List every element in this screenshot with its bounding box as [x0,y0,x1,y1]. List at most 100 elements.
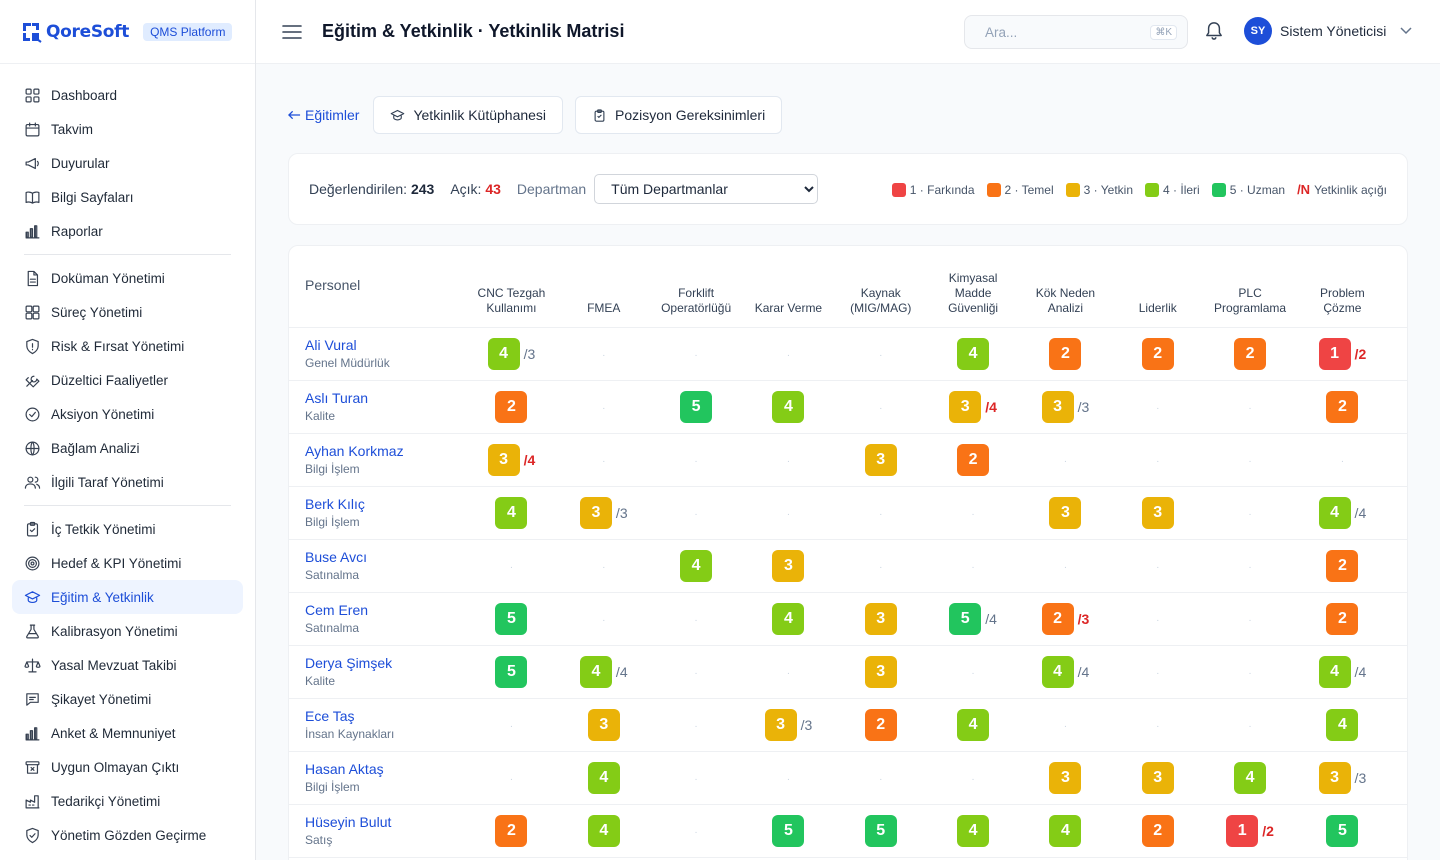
level-badge[interactable]: 4 [1234,761,1267,794]
matrix-cell-empty[interactable]: · [1111,592,1204,646]
person-name-link[interactable]: Aslı Turan [305,390,369,406]
level-badge[interactable]: 2 [957,443,990,476]
level-badge[interactable]: 3 [864,443,897,476]
matrix-cell-empty[interactable]: · [557,380,650,434]
competency-column-header[interactable]: CNC Tezgah Kullanımı [465,246,558,328]
matrix-cell-empty[interactable]: · [1019,539,1112,593]
person-name-link[interactable]: Ayhan Korkmaz [305,443,404,459]
level-badge[interactable]: 3 [1041,390,1074,423]
matrix-cell-empty[interactable]: · [1111,698,1204,752]
bell-icon[interactable] [1205,21,1223,41]
sidebar-item-yönetim-gözden-geçirme[interactable]: Yönetim Gözden Geçirme [12,818,243,852]
sidebar-item-düzeltici-faaliyetler[interactable]: Düzeltici Faaliyetler [12,363,243,397]
competency-column-header[interactable]: Karar Verme [742,246,835,328]
sidebar-item-i-lgili-taraf-yönetimi[interactable]: İlgili Taraf Yönetimi [12,465,243,499]
person-name-link[interactable]: Hasan Aktaş [305,761,384,777]
level-badge[interactable]: 4 [957,814,990,847]
matrix-cell-empty[interactable]: · [834,380,927,434]
level-badge[interactable]: 4 [772,390,805,423]
search-input[interactable] [985,24,1135,40]
position-requirements-button[interactable]: Pozisyon Gereksinimleri [575,96,783,134]
matrix-cell-empty[interactable]: · [649,327,743,381]
competency-column-header[interactable]: ProjeYönetimi [1388,246,1407,328]
sidebar-item-tedarikçi-yönetimi[interactable]: Tedarikçi Yönetimi [12,784,243,818]
level-badge[interactable]: 5 [864,814,897,847]
sidebar-item-yasal-mevzuat-takibi[interactable]: Yasal Mevzuat Takibi [12,648,243,682]
matrix-cell-empty[interactable]: · [834,751,927,805]
level-badge[interactable]: 4 [495,496,528,529]
brand-logo[interactable]: QoreSoft [20,21,129,43]
level-badge[interactable]: 3 [579,496,612,529]
level-badge[interactable]: 2 [495,814,528,847]
competency-column-header[interactable]: Forklift Operatörlüğü [649,246,743,328]
level-badge[interactable]: 5 [495,602,528,635]
matrix-cell-empty[interactable]: · [1111,539,1204,593]
matrix-cell-empty[interactable]: · [1296,433,1389,487]
level-badge[interactable]: 4 [487,337,520,370]
matrix-cell-empty[interactable]: · [926,539,1020,593]
matrix-cell-empty[interactable]: · [834,539,927,593]
level-badge[interactable]: 5 [772,814,805,847]
level-badge[interactable]: 5 [495,655,528,688]
matrix-cell-empty[interactable]: · [1111,433,1204,487]
level-badge[interactable]: 3 [587,708,620,741]
matrix-cell-empty[interactable]: · [1203,433,1297,487]
matrix-cell-empty[interactable]: · [742,486,835,540]
matrix-cell-empty[interactable]: · [742,327,835,381]
sidebar-item-eğitim-yetkinlik[interactable]: Eğitim & Yetkinlik [12,580,243,614]
level-badge[interactable]: 4 [1326,708,1359,741]
matrix-cell-empty[interactable]: · [649,433,743,487]
level-badge[interactable]: 3 [864,655,897,688]
level-badge[interactable]: 4 [579,655,612,688]
matrix-cell-empty[interactable]: · [1203,539,1297,593]
sidebar-item-risk-fırsat-yönetimi[interactable]: Risk & Fırsat Yönetimi [12,329,243,363]
level-badge[interactable]: 3 [1049,496,1082,529]
sidebar-item-duyurular[interactable]: Duyurular [12,146,243,180]
competency-column-header[interactable]: Liderlik [1111,246,1204,328]
level-badge[interactable]: 4 [957,337,990,370]
level-badge[interactable]: 2 [1234,337,1267,370]
sidebar-item-takvim[interactable]: Takvim [12,112,243,146]
competency-column-header[interactable]: Problem Çözme [1296,246,1389,328]
sidebar-item-kalibrasyon-yönetimi[interactable]: Kalibrasyon Yönetimi [12,614,243,648]
matrix-cell-empty[interactable]: · [465,539,558,593]
matrix-cell-empty[interactable]: · [926,486,1020,540]
level-badge[interactable]: 5 [680,390,713,423]
matrix-cell-empty[interactable]: · [1388,592,1407,646]
matrix-cell-empty[interactable]: · [742,645,835,699]
sidebar-item-hedef-kpi-yönetimi[interactable]: Hedef & KPI Yönetimi [12,546,243,580]
matrix-cell-empty[interactable]: · [834,486,927,540]
matrix-cell-empty[interactable]: · [1111,380,1204,434]
level-badge[interactable]: 2 [1326,602,1359,635]
matrix-cell-empty[interactable]: · [465,751,558,805]
menu-icon[interactable] [282,24,302,39]
back-to-trainings-link[interactable]: Eğitimler [288,107,359,123]
level-badge[interactable]: 2 [1326,390,1359,423]
search-box[interactable]: ⌘K [964,15,1188,49]
person-name-link[interactable]: Berk Kılıç [305,496,365,512]
sidebar-item-dashboard[interactable]: Dashboard [12,78,243,112]
sidebar-item-bağlam-analizi[interactable]: Bağlam Analizi [12,431,243,465]
level-badge[interactable]: 2 [864,708,897,741]
level-badge[interactable]: 2 [495,390,528,423]
level-badge[interactable]: 4 [1049,814,1082,847]
level-badge[interactable]: 3 [487,443,520,476]
level-badge[interactable]: 2 [1141,814,1174,847]
person-name-link[interactable]: Buse Avcı [305,549,368,565]
matrix-cell-empty[interactable]: · [834,327,927,381]
sidebar-item-aksiyon-yönetimi[interactable]: Aksiyon Yönetimi [12,397,243,431]
matrix-cell-empty[interactable]: · [649,645,743,699]
level-badge[interactable]: 4 [587,761,620,794]
matrix-cell-empty[interactable]: · [1388,380,1407,434]
sidebar-item-şikayet-yönetimi[interactable]: Şikayet Yönetimi [12,682,243,716]
level-badge[interactable]: 4 [587,814,620,847]
level-badge[interactable]: 3 [1049,761,1082,794]
level-badge[interactable]: 3 [1318,761,1351,794]
sidebar-item-doküman-yönetimi[interactable]: Doküman Yönetimi [12,261,243,295]
matrix-cell-empty[interactable]: · [557,539,650,593]
matrix-cell-empty[interactable]: · [1388,327,1407,381]
competency-column-header[interactable]: Kaynak (MIG/MAG) [834,246,927,328]
level-badge[interactable]: 2 [1141,337,1174,370]
level-badge[interactable]: 4 [1041,655,1074,688]
matrix-cell-empty[interactable]: · [557,592,650,646]
